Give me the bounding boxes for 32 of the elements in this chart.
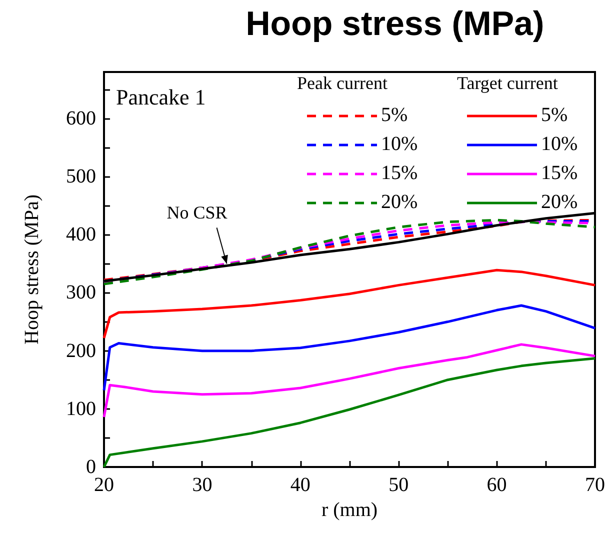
legend-label: 15% (541, 162, 578, 184)
x-tick-label: 70 (585, 474, 605, 496)
y-tick-label: 400 (66, 224, 96, 246)
legend-label: 20% (381, 191, 418, 213)
y-tick-label: 300 (66, 282, 96, 304)
annotation: Target current (457, 73, 558, 93)
x-tick-label: 20 (94, 474, 114, 496)
chart-title: Hoop stress (MPa) (246, 5, 544, 43)
x-tick-label: 30 (192, 474, 212, 496)
line-series (102, 304, 596, 392)
y-tick-label: 200 (66, 340, 96, 362)
y-tick-label: 500 (66, 166, 96, 188)
x-tick-label: 50 (388, 474, 409, 496)
y-tick-label: 0 (86, 456, 96, 478)
annotation: No CSR (166, 202, 228, 223)
legend-label: 10% (381, 133, 418, 155)
legend-label: 5% (541, 104, 568, 126)
line-series (102, 357, 596, 468)
x-tick-label: 40 (290, 474, 310, 496)
legend-label: 10% (541, 133, 578, 155)
annotation: Peak current (297, 73, 388, 93)
legend-label: 20% (541, 191, 578, 213)
x-axis-title: r (mm) (321, 498, 378, 521)
line-series (102, 343, 596, 418)
y-axis-title: Hoop stress (MPa) (21, 194, 43, 344)
legend-label: 5% (381, 104, 408, 126)
line-series (102, 268, 596, 340)
annotation: Pancake 1 (116, 84, 206, 110)
y-tick-label: 100 (66, 398, 96, 420)
x-tick-label: 60 (486, 474, 507, 496)
y-tick-label: 600 (66, 107, 96, 130)
legend-label: 15% (381, 162, 418, 184)
